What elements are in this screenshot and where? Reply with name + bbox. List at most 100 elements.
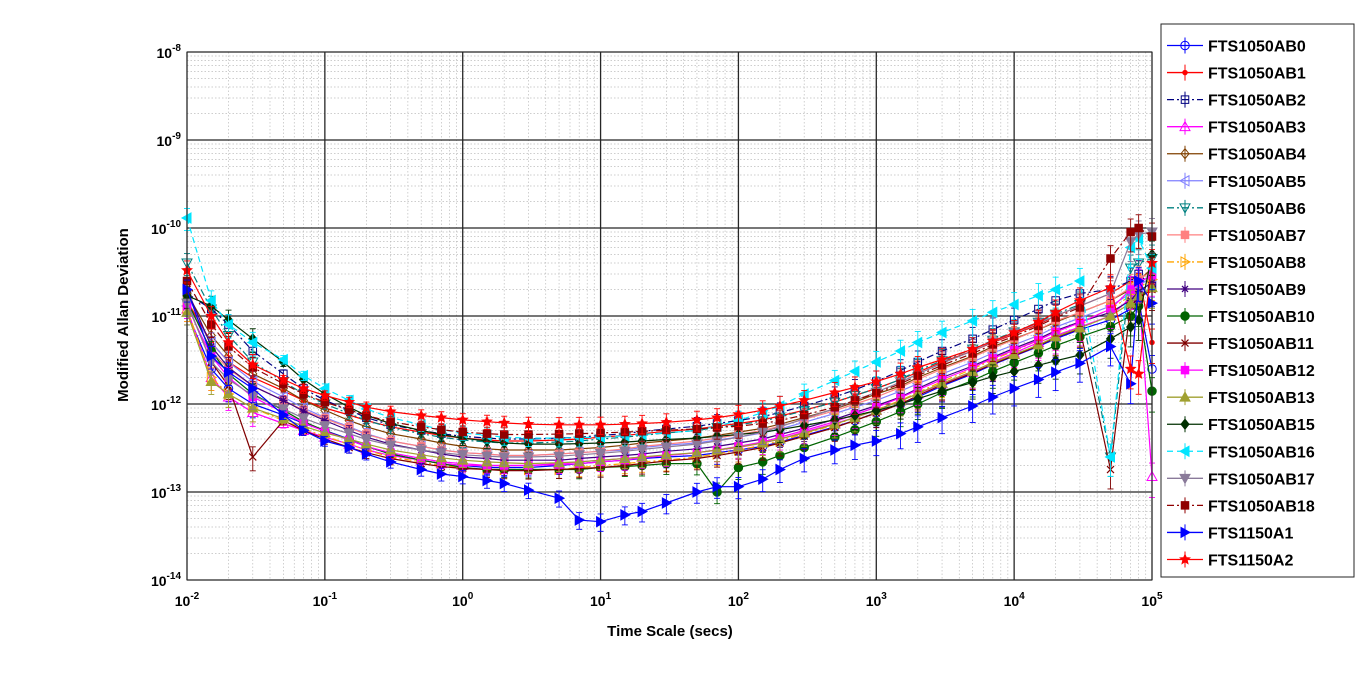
data-point	[1049, 283, 1061, 296]
data-point	[248, 382, 259, 395]
data-point	[1180, 526, 1192, 539]
data-point	[246, 358, 259, 370]
data-point	[222, 387, 235, 399]
data-point	[758, 473, 769, 485]
data-point	[988, 370, 998, 383]
data-point	[1104, 281, 1117, 293]
data-point	[1179, 553, 1191, 565]
legend-label: FTS1050AB18	[1208, 498, 1315, 515]
data-point	[968, 376, 978, 389]
data-point	[1073, 294, 1086, 306]
data-point	[456, 450, 469, 461]
data-point	[437, 425, 446, 434]
series-line	[186, 227, 1153, 436]
y-axis-ticks: 10-14 10-13 10-12 10-11 10-10 10-9 10-8	[151, 43, 181, 589]
data-point	[299, 424, 310, 437]
data-point	[458, 470, 469, 483]
data-point	[1132, 367, 1145, 379]
data-point	[1124, 362, 1137, 375]
legend-item: FTS1050AB6	[1167, 199, 1306, 218]
legend-label: FTS1050AB15	[1208, 417, 1315, 434]
data-point	[499, 477, 511, 490]
data-point	[435, 448, 448, 459]
data-point	[416, 422, 426, 432]
data-point	[712, 480, 724, 493]
data-point	[936, 353, 949, 365]
data-point	[596, 515, 607, 528]
x-tick-label: 102	[728, 591, 750, 609]
data-point	[1179, 203, 1191, 214]
data-point	[415, 445, 428, 457]
data-point	[894, 367, 907, 379]
data-point	[386, 417, 395, 426]
data-point	[1180, 147, 1190, 160]
data-point	[320, 416, 329, 425]
data-point	[988, 391, 999, 403]
data-point	[554, 492, 566, 505]
x-tick-label: 103	[866, 591, 888, 609]
data-point	[1179, 120, 1191, 132]
data-point	[1049, 306, 1062, 318]
data-point	[870, 356, 881, 368]
data-point	[277, 404, 290, 415]
legend-item: FTS1050AB2	[1167, 91, 1306, 110]
data-point	[690, 413, 703, 425]
legend-label: FTS1050AB5	[1208, 174, 1306, 191]
data-point	[1180, 365, 1190, 375]
legend-label: FTS1050AB7	[1208, 228, 1306, 245]
plot-frame	[186, 51, 1153, 581]
legend: FTS1050AB0 FTS1050AB1 FTS1050AB2 FTS1050AB3…	[1160, 23, 1355, 578]
legend-label: FTS1050AB2	[1208, 93, 1306, 110]
data-point	[1124, 297, 1137, 308]
legend-label: FTS1050AB17	[1208, 471, 1315, 488]
data-point	[319, 421, 331, 433]
data-point	[278, 409, 290, 421]
data-point	[1126, 227, 1135, 237]
legend-label: FTS1050AB12	[1208, 363, 1315, 380]
data-point	[637, 505, 649, 518]
series-FTS1150A2	[181, 249, 1158, 435]
data-point	[1178, 445, 1190, 458]
data-point	[711, 411, 724, 423]
data-point	[1032, 315, 1045, 328]
data-point	[799, 452, 811, 465]
data-point	[798, 394, 811, 406]
y-axis-label: Modified Allan Deviation	[115, 228, 132, 402]
legend-label: FTS1050AB16	[1208, 444, 1315, 461]
data-point	[574, 514, 586, 526]
data-point	[692, 486, 703, 498]
y-tick-label: 10-13	[151, 483, 181, 501]
series-FTS1150A1	[182, 267, 1159, 532]
legend-label: FTS1050AB4	[1208, 147, 1306, 164]
data-point	[895, 398, 906, 410]
legend-item: FTS1050AB13	[1167, 389, 1315, 407]
x-tick-label: 10-2	[175, 591, 200, 609]
data-point	[1178, 174, 1190, 187]
data-point	[913, 392, 923, 405]
data-point	[522, 417, 535, 430]
y-tick-label: 10-11	[152, 307, 182, 325]
data-point	[830, 444, 841, 456]
data-point	[318, 389, 331, 401]
data-point	[343, 395, 356, 408]
data-point	[1181, 284, 1189, 293]
x-axis-ticks: 10-2 10-1 100 101 102 103 104 105	[175, 591, 1163, 609]
legend-label: FTS1050AB9	[1208, 282, 1306, 299]
y-tick-label: 10-9	[157, 131, 182, 149]
data-point	[660, 415, 673, 428]
data-point	[297, 413, 310, 425]
legend-item: FTS1050AB16	[1167, 443, 1315, 461]
data-point	[986, 306, 998, 319]
data-point	[205, 309, 218, 322]
data-point	[523, 484, 535, 496]
data-point	[297, 369, 309, 382]
data-point	[435, 411, 448, 423]
data-point	[1180, 311, 1190, 321]
data-point	[279, 396, 288, 405]
x-tick-label: 100	[452, 591, 474, 609]
data-point	[361, 448, 373, 460]
legend-item: FTS1150A2	[1167, 551, 1293, 569]
legend-item: FTS1150A1	[1167, 524, 1293, 542]
data-point	[1008, 298, 1019, 311]
series-line	[186, 262, 1153, 426]
